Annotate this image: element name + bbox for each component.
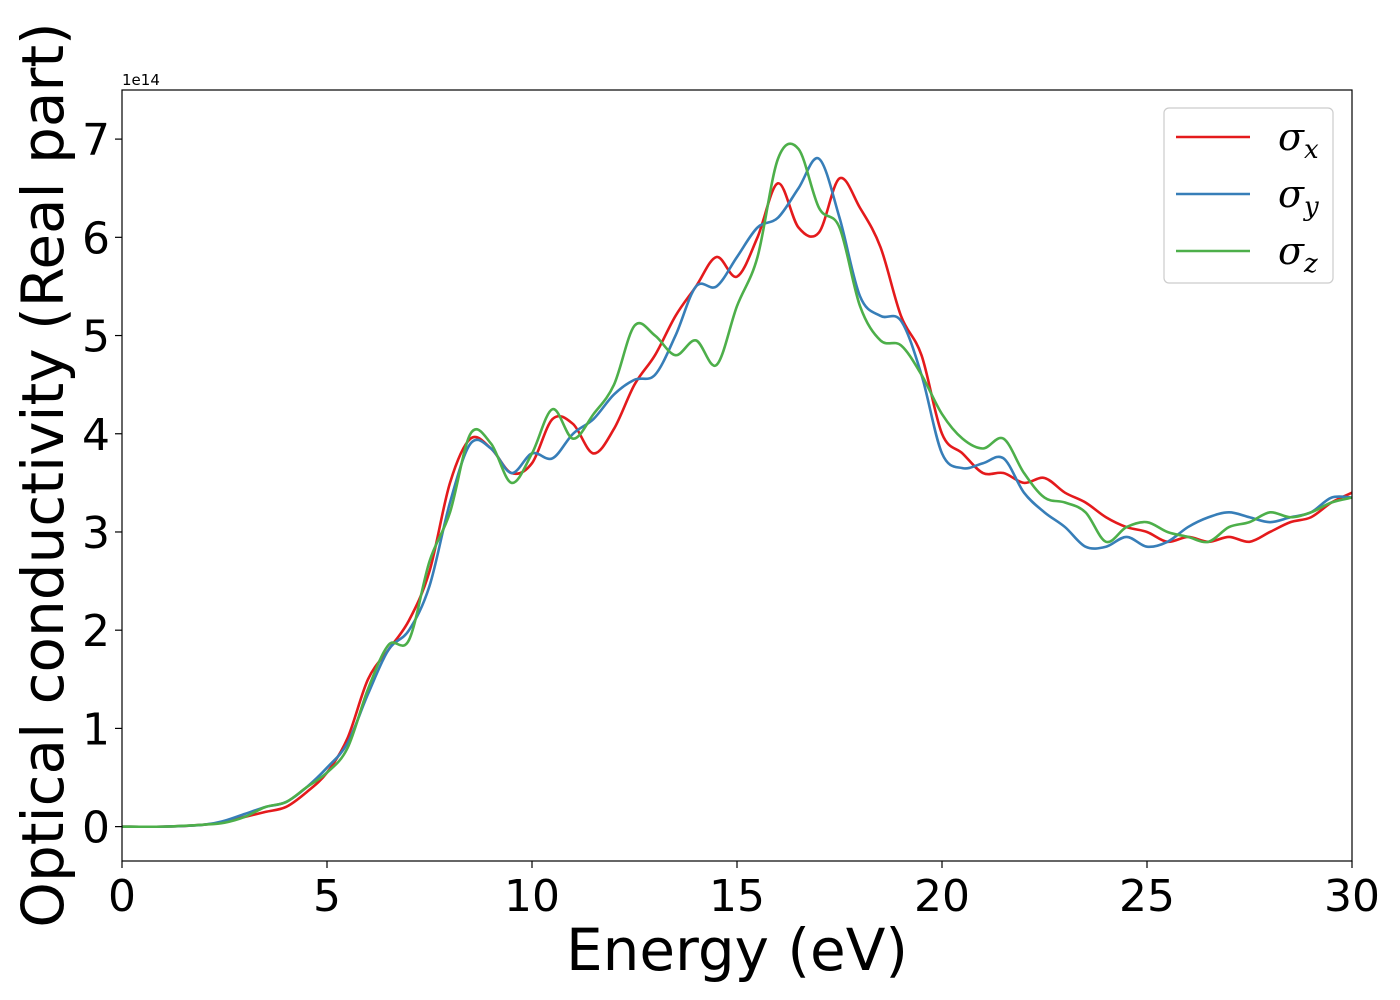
y-tick-label: 1 bbox=[82, 704, 110, 755]
x-tick-label: 5 bbox=[313, 871, 341, 922]
y-offset-label: 1e14 bbox=[122, 71, 160, 89]
x-tick-label: 25 bbox=[1119, 871, 1175, 922]
legend-label-x: σx bbox=[1278, 115, 1319, 165]
series-line-z bbox=[122, 142, 1352, 829]
y-tick-label: 5 bbox=[82, 312, 110, 363]
legend-box bbox=[1163, 107, 1334, 284]
y-tick-label: 3 bbox=[82, 508, 110, 559]
y-tick-label: 4 bbox=[82, 410, 110, 461]
legend: σx σy σz bbox=[1163, 107, 1334, 284]
legend-label-z: σz bbox=[1278, 229, 1318, 279]
y-tick-label: 6 bbox=[82, 213, 110, 264]
y-axis-label: Optical conductivity (Real part) bbox=[9, 22, 77, 927]
plot-area bbox=[122, 142, 1352, 829]
y-axis: 0 1 2 3 4 5 6 7 bbox=[82, 115, 122, 854]
y-tick-label: 7 bbox=[82, 115, 110, 166]
legend-label-y: σy bbox=[1278, 172, 1319, 222]
x-tick-label: 15 bbox=[709, 871, 765, 922]
x-axis: 0 5 10 15 20 25 30 bbox=[108, 861, 1380, 922]
x-tick-label: 0 bbox=[108, 871, 136, 922]
x-tick-label: 10 bbox=[504, 871, 560, 922]
x-tick-label: 20 bbox=[914, 871, 970, 922]
x-axis-label: Energy (eV) bbox=[566, 916, 908, 984]
y-tick-label: 2 bbox=[82, 606, 110, 657]
series-group bbox=[122, 142, 1352, 829]
y-tick-label: 0 bbox=[82, 803, 110, 854]
x-tick-label: 30 bbox=[1324, 871, 1380, 922]
series-line-x bbox=[122, 176, 1352, 829]
